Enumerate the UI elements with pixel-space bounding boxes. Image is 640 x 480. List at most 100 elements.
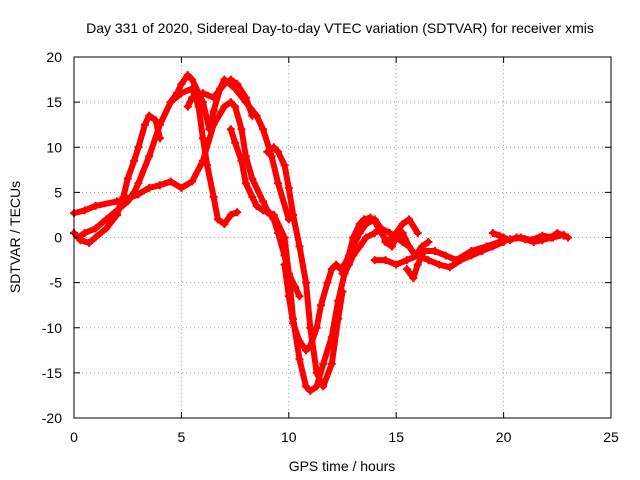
data-point-sat-g (263, 147, 272, 156)
data-point-sat-i (405, 242, 414, 251)
data-point-sat-c (91, 224, 100, 233)
data-point-sat-f (269, 210, 278, 219)
x-tick-label: 20 (496, 429, 512, 445)
data-point-sat-k (482, 242, 491, 251)
data-point-sat-j (424, 256, 433, 265)
data-point-sat-h (280, 260, 289, 269)
data-point-sat-l (553, 229, 562, 237)
data-point-sat-j (392, 260, 401, 269)
data-point-sat-b (130, 156, 139, 165)
data-point-sat-l (506, 236, 514, 245)
data-point-sat-l (499, 233, 508, 242)
data-point-sat-a (145, 183, 154, 192)
series-band-sat-g (264, 144, 346, 390)
data-point-sat-e (209, 93, 218, 102)
data-point-sat-j (435, 260, 444, 269)
data-point-sat-c (155, 120, 164, 129)
data-point-sat-h (302, 346, 310, 355)
data-point-sat-e (226, 75, 235, 84)
data-point-sat-c (145, 152, 154, 161)
data-point-sat-c (209, 192, 218, 201)
data-point-sat-h (413, 229, 422, 237)
data-point-sat-b (91, 233, 100, 242)
x-tick-labels: 0 5 10 15 20 25 (70, 429, 619, 445)
data-point-sat-i (362, 220, 371, 228)
data-point-sat-j (381, 256, 390, 265)
data-point-sat-g (280, 161, 289, 170)
data-point-sat-f (252, 201, 261, 210)
data-point-sat-k (420, 247, 429, 255)
data-point-sat-b (151, 116, 160, 125)
data-point-sat-a (220, 102, 229, 111)
data-point-sat-f (226, 125, 235, 134)
data-point-sat-h (312, 323, 321, 332)
x-tick-label: 0 (70, 429, 78, 445)
data-point-sat-i (424, 238, 433, 246)
data-point-sat-a (241, 152, 250, 161)
data-point-sat-i (370, 215, 379, 224)
data-point-sat-a (91, 201, 100, 210)
data-point-sat-h (317, 301, 325, 310)
data-point-sat-g (338, 287, 347, 296)
data-point-sat-f (319, 359, 328, 368)
data-point-sat-c (134, 179, 143, 188)
data-point-sat-c (220, 220, 229, 228)
data-point-sat-e (198, 89, 207, 98)
data-point-sat-i (387, 242, 396, 251)
data-point-sat-d (205, 125, 214, 134)
data-point-sat-k (409, 274, 418, 283)
data-point-sat-l (488, 229, 497, 237)
data-point-sat-f (295, 355, 304, 364)
data-point-sat-k (467, 247, 476, 255)
data-point-sat-h (295, 337, 304, 346)
data-point-sat-a (80, 206, 89, 215)
x-tick-label: 5 (178, 429, 186, 445)
data-point-sat-a (226, 98, 235, 107)
data-point-sat-c (226, 210, 235, 219)
series-band-sat-d (167, 72, 292, 223)
data-point-sat-l (529, 238, 538, 246)
data-point-sat-b (119, 192, 128, 201)
data-point-sat-d (198, 98, 207, 107)
y-tick-label: 20 (46, 49, 62, 65)
data-point-sat-k (402, 265, 411, 274)
data-point-sat-b (123, 174, 132, 183)
data-point-sat-l (546, 233, 555, 242)
data-point-sat-i (344, 260, 353, 269)
axis-ticks (73, 56, 612, 419)
data-point-sat-d (173, 89, 182, 98)
y-tick-label: 10 (46, 139, 62, 155)
data-point-sat-c (213, 215, 222, 224)
data-point-sat-h (289, 319, 298, 328)
data-point-sat-h (323, 278, 332, 287)
data-point-sat-a (188, 177, 197, 186)
data-point-sat-c (123, 197, 132, 206)
data-point-sat-i (377, 224, 386, 233)
data-point-sat-c (113, 206, 121, 215)
data-point-sat-e (233, 80, 242, 89)
data-point-sat-f (241, 179, 250, 188)
data-point-sat-c (80, 229, 89, 237)
y-tick-label: 0 (54, 230, 62, 246)
data-point-sat-d (259, 125, 267, 134)
data-point-sat-b (85, 238, 93, 247)
data-point-sat-d (188, 75, 197, 84)
data-point-sat-l (538, 236, 547, 245)
y-tick-label: 5 (54, 184, 62, 200)
x-axis-label: GPS time / hours (289, 458, 396, 474)
data-point-sat-g (274, 147, 283, 156)
data-point-sat-f (306, 386, 315, 395)
x-tick-label: 25 (603, 429, 619, 445)
y-tick-label: 15 (46, 94, 62, 110)
data-point-sat-d (274, 179, 283, 188)
data-point-sat-b (134, 143, 143, 152)
data-point-sat-a (248, 174, 257, 183)
data-point-sat-b (145, 111, 154, 120)
data-point-sat-d (166, 98, 175, 107)
data-point-sat-b (140, 120, 149, 129)
data-point-sat-k (430, 247, 439, 255)
y-tick-label: -20 (42, 410, 62, 426)
data-point-sat-a (295, 292, 304, 301)
data-point-sat-d (177, 80, 186, 89)
